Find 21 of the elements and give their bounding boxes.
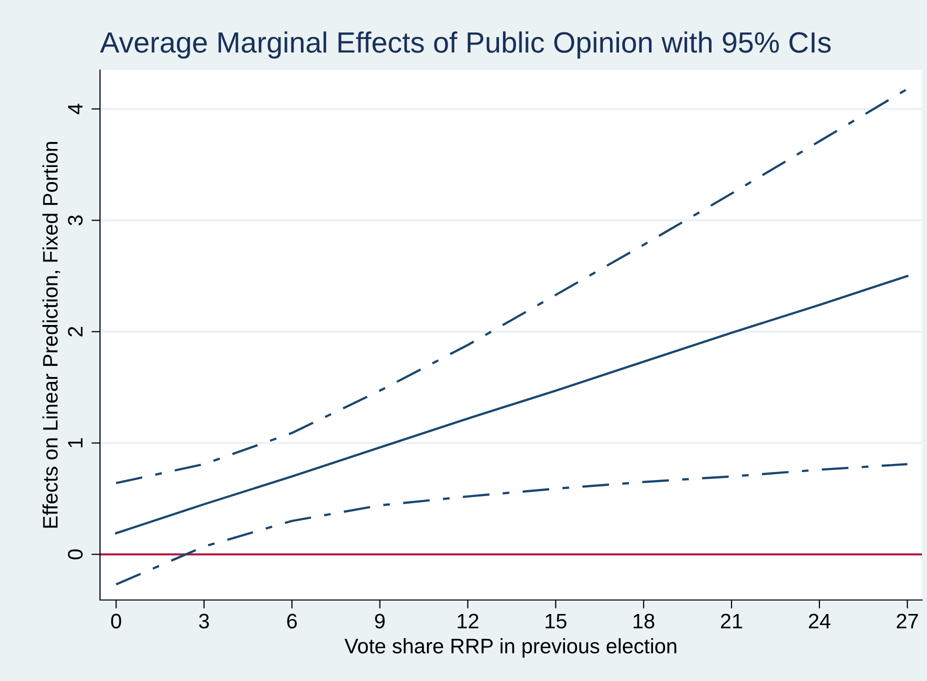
x-tick-label: 27 <box>896 614 918 628</box>
x-tick-label: 12 <box>458 614 478 628</box>
x-tick-label: 18 <box>634 614 654 628</box>
y-tick-label: 2 <box>68 326 82 336</box>
y-tick-label: 0 <box>68 549 83 560</box>
y-tick-label: 3 <box>68 215 83 226</box>
chart-title: Average Marginal Effects of Public Opinion with 95% CIs <box>100 31 831 59</box>
y-axis-title: Effects on Linear Prediction, Fixed Portion <box>42 142 60 528</box>
x-tick-label: 0 <box>111 614 122 628</box>
y-tick-label: 4 <box>68 104 82 114</box>
line-series <box>115 88 908 484</box>
x-tick-label: 6 <box>287 614 297 628</box>
x-tick-label: 24 <box>808 614 830 628</box>
y-tick-label: 1 <box>68 438 82 448</box>
line-series <box>115 274 908 534</box>
x-tick-label: 9 <box>375 614 385 628</box>
line-series <box>115 463 908 586</box>
x-tick-label: 3 <box>199 614 209 628</box>
x-axis-title: Vote share RRP in previous election <box>344 638 676 658</box>
x-tick-label: 21 <box>720 614 742 628</box>
x-tick-label: 15 <box>546 614 566 628</box>
